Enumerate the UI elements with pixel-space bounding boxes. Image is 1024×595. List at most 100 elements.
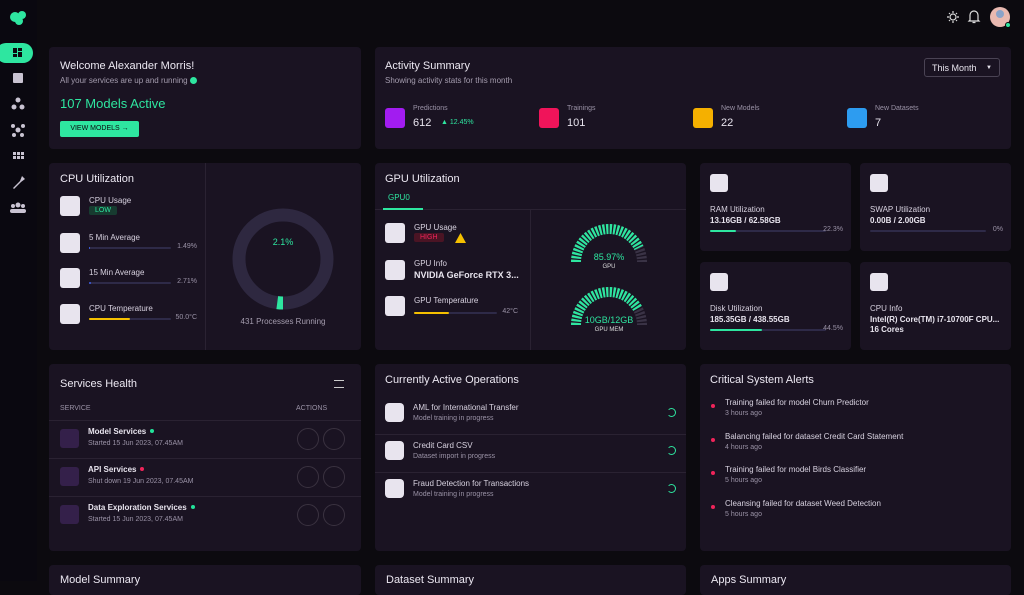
summary-title: Dataset Summary (386, 574, 475, 586)
cpu-usage-label: CPU Usage (89, 196, 132, 205)
donut-track (232, 208, 334, 310)
alert-message: Balancing failed for dataset Credit Card… (725, 431, 904, 441)
check-icon (189, 77, 197, 84)
nav-icon[interactable] (11, 97, 25, 110)
arrow-up: ▲ (441, 119, 450, 126)
alert-dot (711, 471, 715, 476)
resource-icon (710, 174, 728, 192)
action-button[interactable] (323, 428, 345, 450)
gauge-label: GPU MEM (594, 327, 624, 333)
gpu-temp-bar (414, 312, 449, 314)
nav-icon[interactable] (13, 152, 24, 159)
action-button[interactable] (297, 504, 319, 526)
service-status: Started 15 Jun 2023, 07.45AM (88, 516, 183, 523)
gpu-gauges (571, 224, 647, 326)
operation-name: Credit Card CSV (413, 441, 473, 450)
theme-toggle[interactable] (947, 11, 959, 23)
services-title: Services Health (60, 378, 138, 390)
welcome-subtitle: All your services are up and running (60, 76, 197, 85)
alert-message: Training failed for model Churn Predicto… (725, 398, 869, 407)
operations-title: Currently Active Operations (385, 374, 519, 386)
column-header: SERVICE (60, 405, 91, 412)
bar (89, 247, 91, 249)
welcome-title: Welcome Alexander Morris! (60, 60, 195, 72)
services-card: Services Health SERVICE ACTIONS Model Servi… (49, 364, 361, 551)
gpu-usage-badge: HIGH (414, 233, 444, 242)
stat-label: New Datasets (875, 105, 919, 112)
row-separator (375, 472, 686, 473)
stat-value: 612 (413, 117, 432, 129)
nav-icon[interactable] (13, 73, 23, 83)
row-separator (49, 458, 361, 459)
resource-icon (710, 273, 728, 291)
change-text: 12.45% (449, 119, 474, 126)
stat-label: Trainings (567, 105, 596, 112)
service-icon (60, 467, 79, 486)
status-dot (190, 505, 195, 509)
gauge-value (571, 224, 644, 263)
cpu-donut (232, 208, 334, 310)
bar (710, 230, 736, 232)
nav-icon[interactable] (11, 124, 25, 137)
service-name: API Services (88, 465, 145, 474)
cpu-title: CPU Utilization (60, 173, 134, 185)
stat-label: New Models (721, 105, 760, 112)
metric-icon (60, 233, 80, 253)
resource-detail: 0.00B / 2.00GB (870, 216, 926, 225)
gpu-card: GPU Utilization GPU0 GPU Usage HIGH GPU … (375, 163, 686, 350)
notifications[interactable] (967, 10, 981, 24)
status-dot (140, 467, 145, 471)
alert-time: 5 hours ago (725, 477, 762, 485)
gpu-tab[interactable]: GPU0 (388, 193, 410, 202)
metric-label: CPU Temperature (89, 304, 153, 313)
gpu-info-value: NVIDIA GeForce RTX 3... (414, 270, 519, 280)
stat-change: ▲ 12.45% (441, 119, 474, 126)
operation-icon (385, 479, 404, 498)
stat-icon (539, 108, 559, 128)
bar-track (710, 329, 826, 331)
alerts-title: Critical System Alerts (710, 374, 814, 386)
action-button[interactable] (323, 466, 345, 488)
activity-title: Activity Summary (385, 60, 470, 72)
sort-button[interactable] (334, 380, 344, 388)
alert-dot (711, 404, 715, 408)
summary-card: Dataset Summary (375, 565, 686, 595)
donut-label: 2.1% (272, 237, 294, 247)
operation-icon (385, 441, 404, 460)
stat-icon (385, 108, 405, 128)
gpu-temp-track (414, 312, 497, 314)
tab-line (375, 209, 686, 210)
bar-value: 0% (992, 226, 1003, 233)
logo (10, 11, 26, 25)
nav-icon[interactable] (13, 176, 25, 189)
bar-track (710, 230, 826, 232)
welcome-card: Welcome Alexander Morris! All your servi… (49, 47, 361, 149)
resource-title: RAM Utilization (710, 205, 765, 214)
cpu-info-model: Intel(R) Core(TM) i7-10700F CPU... (870, 315, 1000, 324)
cpu-usage-badge: LOW (89, 206, 117, 215)
stat-value: 101 (567, 117, 586, 129)
bar-value: 44.5% (823, 325, 843, 332)
operation-status: Model training in progress (413, 491, 494, 498)
period-dropdown[interactable]: This Month ▼ (924, 58, 1000, 77)
metric-label: 5 Min Average (89, 233, 140, 242)
spinner (667, 484, 676, 493)
alert-time: 4 hours ago (725, 443, 762, 451)
row-separator (49, 420, 361, 421)
spinner (667, 408, 676, 417)
action-button[interactable] (323, 504, 345, 526)
gauge-value-label: 85.97% (593, 252, 625, 262)
models-active: 107 Models Active (60, 96, 166, 111)
action-button[interactable] (297, 466, 319, 488)
alert-time: 5 hours ago (725, 511, 762, 519)
summary-card: Model Summary (49, 565, 361, 595)
metric-icon (60, 268, 80, 288)
view-models-button[interactable]: VIEW MODELS → (60, 121, 139, 137)
bar-value: 22.3% (823, 226, 843, 233)
operation-status: Model training in progress (413, 415, 494, 422)
gauge-value (571, 287, 642, 326)
action-button[interactable] (297, 428, 319, 450)
nav-icon[interactable] (10, 202, 26, 214)
service-status: Shut down 19 Jun 2023, 07.45AM (88, 478, 194, 485)
service-name: Data Exploration Services (88, 503, 195, 512)
